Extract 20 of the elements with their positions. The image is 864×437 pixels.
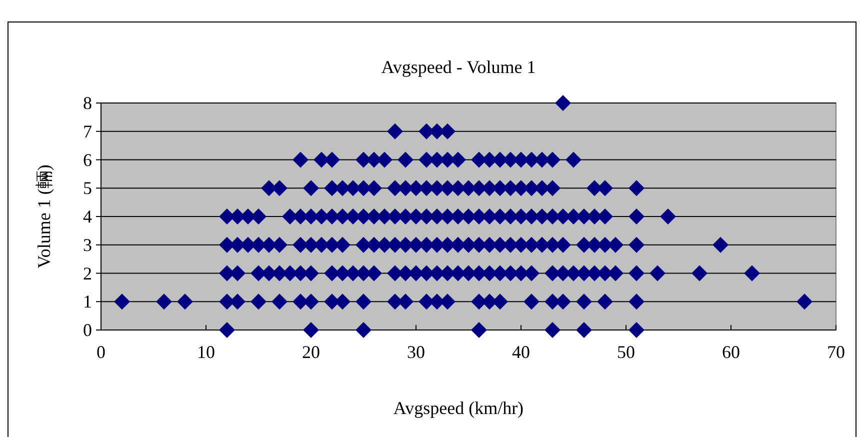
y-axis-title: Volume 1 (輛) bbox=[34, 164, 54, 268]
x-tick-label: 0 bbox=[96, 342, 106, 362]
x-tick-label: 50 bbox=[617, 342, 635, 362]
y-tick-label: 5 bbox=[83, 178, 92, 198]
x-axis-title: Avgspeed (km/hr) bbox=[393, 398, 524, 418]
x-tick-label: 30 bbox=[407, 342, 425, 362]
chart-title: Avgspeed - Volume 1 bbox=[381, 57, 536, 77]
y-tick-label: 8 bbox=[83, 93, 92, 113]
y-tick-label: 7 bbox=[83, 121, 92, 142]
y-tick-label: 6 bbox=[83, 150, 92, 170]
x-tick-label: 70 bbox=[827, 342, 845, 362]
x-tick-label: 10 bbox=[197, 342, 215, 362]
x-tick-label: 20 bbox=[302, 342, 320, 362]
y-tick-label: 0 bbox=[83, 320, 92, 340]
x-tick-label: 60 bbox=[722, 342, 740, 362]
y-tick-label: 1 bbox=[83, 292, 92, 312]
y-tick-label: 2 bbox=[83, 263, 92, 284]
y-tick-label: 3 bbox=[83, 234, 92, 255]
x-tick-label: 40 bbox=[512, 342, 530, 362]
y-tick-label: 4 bbox=[83, 206, 92, 226]
